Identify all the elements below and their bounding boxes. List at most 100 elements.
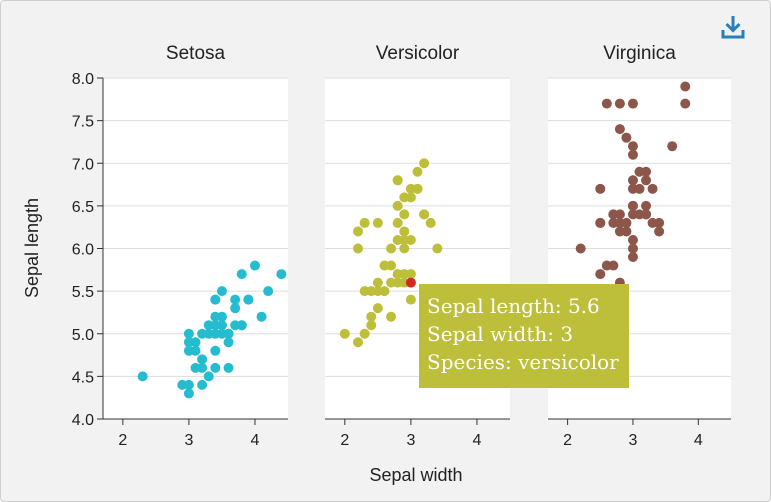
data-point-setosa bbox=[216, 320, 227, 331]
data-point-virginica bbox=[634, 183, 645, 194]
x-tick-label: 4 bbox=[251, 432, 260, 449]
y-tick-label: 7.5 bbox=[72, 114, 94, 131]
data-point-versicolor bbox=[399, 243, 410, 254]
data-point-setosa bbox=[197, 379, 208, 390]
x-tick-label: 2 bbox=[563, 432, 572, 449]
data-point-versicolor bbox=[432, 243, 443, 254]
data-point-setosa bbox=[223, 362, 234, 373]
download-icon bbox=[721, 16, 745, 39]
y-axis-label: Sepal length bbox=[22, 198, 42, 298]
data-point-versicolor bbox=[405, 269, 416, 280]
data-point-setosa bbox=[243, 294, 254, 305]
data-point-setosa bbox=[223, 328, 234, 339]
facet-versicolor: 2 3 4 Versicolor bbox=[325, 43, 510, 449]
data-point-virginica bbox=[627, 149, 638, 160]
data-point-setosa bbox=[236, 320, 247, 331]
data-point-virginica bbox=[627, 243, 638, 254]
y-tick-label: 6.5 bbox=[72, 199, 94, 216]
data-point-versicolor bbox=[379, 260, 390, 271]
y-tick-label: 4.0 bbox=[72, 412, 94, 429]
data-point-setosa bbox=[137, 371, 148, 382]
data-point-virginica bbox=[627, 234, 638, 245]
data-point-versicolor bbox=[399, 226, 410, 237]
x-axis-label: Sepal width bbox=[369, 465, 462, 485]
tooltip-sepal-width: Sepal width: 3 bbox=[427, 322, 574, 346]
x-tick-label: 3 bbox=[406, 432, 415, 449]
data-point-setosa bbox=[263, 286, 274, 297]
data-point-versicolor bbox=[379, 286, 390, 297]
data-point-versicolor bbox=[425, 217, 436, 228]
x-tick-label: 3 bbox=[184, 432, 193, 449]
facet-virginica: 2 3 4 Virginica bbox=[548, 43, 731, 449]
data-point-setosa bbox=[183, 328, 194, 339]
data-point-setosa bbox=[249, 260, 260, 271]
tooltip: Sepal length: 5.6 Sepal width: 3 Species… bbox=[419, 284, 629, 388]
data-point-setosa bbox=[190, 345, 201, 356]
tooltip-species: Species: versicolor bbox=[427, 350, 619, 374]
data-point-virginica bbox=[680, 81, 691, 92]
data-point-versicolor bbox=[392, 175, 403, 186]
y-tick-label: 6.0 bbox=[72, 242, 94, 259]
data-point-virginica bbox=[608, 209, 619, 220]
data-point-virginica bbox=[641, 175, 652, 186]
data-point-setosa bbox=[223, 337, 234, 348]
data-point-virginica bbox=[627, 141, 638, 152]
data-point-versicolor bbox=[359, 217, 370, 228]
data-point-versicolor bbox=[419, 209, 430, 220]
data-point-virginica bbox=[575, 243, 586, 254]
data-point-setosa bbox=[210, 362, 221, 373]
data-point-setosa bbox=[210, 294, 221, 305]
facet-title-setosa: Setosa bbox=[166, 43, 226, 64]
x-tick-label: 4 bbox=[473, 432, 482, 449]
data-point-versicolor bbox=[353, 337, 364, 348]
facet-title-virginica: Virginica bbox=[603, 43, 676, 64]
data-point-versicolor bbox=[399, 209, 410, 220]
y-tick-label: 5.0 bbox=[72, 327, 94, 344]
y-tick-label: 5.5 bbox=[72, 284, 94, 301]
data-point-virginica bbox=[614, 124, 625, 135]
data-point-setosa bbox=[236, 269, 247, 280]
data-point-virginica bbox=[667, 141, 678, 152]
data-point-versicolor bbox=[366, 320, 377, 331]
data-point-virginica bbox=[654, 226, 665, 237]
data-point-setosa bbox=[183, 379, 194, 390]
data-point-virginica bbox=[627, 252, 638, 263]
data-point-virginica bbox=[647, 183, 658, 194]
data-point-setosa bbox=[216, 286, 227, 297]
data-point-virginica bbox=[595, 269, 606, 280]
data-point-virginica bbox=[641, 200, 652, 211]
data-point-setosa bbox=[197, 354, 208, 365]
data-point-virginica bbox=[680, 98, 691, 109]
data-point-virginica bbox=[627, 175, 638, 186]
data-point-versicolor bbox=[392, 217, 403, 228]
data-point-versicolor bbox=[339, 328, 350, 339]
highlighted-point bbox=[405, 277, 416, 288]
data-point-versicolor bbox=[386, 311, 397, 322]
data-point-versicolor bbox=[412, 166, 423, 177]
data-point-setosa bbox=[276, 269, 287, 280]
data-point-setosa bbox=[183, 388, 194, 399]
data-point-virginica bbox=[621, 132, 632, 143]
data-point-virginica bbox=[654, 217, 665, 228]
data-point-virginica bbox=[627, 98, 638, 109]
data-point-setosa bbox=[210, 345, 221, 356]
data-point-virginica bbox=[595, 183, 606, 194]
data-point-versicolor bbox=[399, 234, 410, 245]
x-tick-label: 2 bbox=[118, 432, 127, 449]
y-tick-label: 7.0 bbox=[72, 156, 94, 173]
data-point-setosa bbox=[190, 337, 201, 348]
data-point-virginica bbox=[614, 98, 625, 109]
data-point-setosa bbox=[190, 362, 201, 373]
data-point-versicolor bbox=[353, 226, 364, 237]
data-point-versicolor bbox=[359, 328, 370, 339]
data-point-virginica bbox=[621, 217, 632, 228]
data-point-versicolor bbox=[419, 158, 430, 169]
data-point-versicolor bbox=[372, 303, 383, 314]
data-point-versicolor bbox=[412, 183, 423, 194]
data-point-setosa bbox=[216, 311, 227, 322]
data-point-versicolor bbox=[399, 192, 410, 203]
data-point-setosa bbox=[256, 311, 267, 322]
download-button[interactable] bbox=[716, 10, 750, 44]
data-point-virginica bbox=[595, 217, 606, 228]
